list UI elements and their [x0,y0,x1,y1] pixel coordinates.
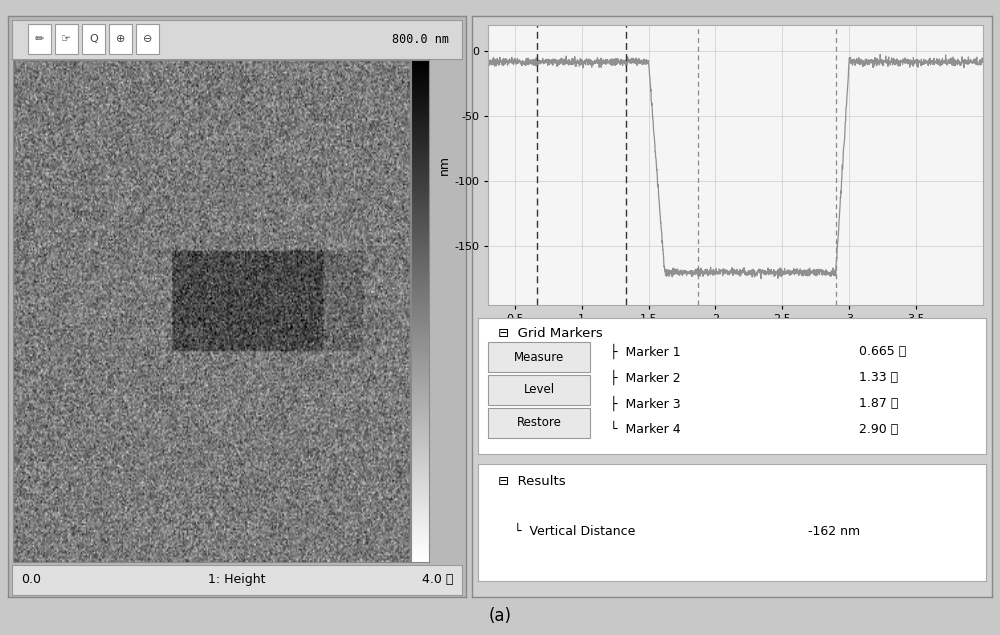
Text: 1.87 祜: 1.87 祜 [859,397,898,410]
Text: └  Vertical Distance: └ Vertical Distance [514,525,635,538]
Text: └  Marker 4: └ Marker 4 [610,423,681,436]
Text: (a): (a) [488,608,512,625]
Text: ☞: ☞ [61,34,71,44]
FancyBboxPatch shape [488,408,590,438]
FancyBboxPatch shape [488,342,590,372]
Text: 4.0 祜: 4.0 祜 [422,573,453,586]
FancyBboxPatch shape [55,24,78,55]
Text: ⊖: ⊖ [143,34,152,44]
Text: ├  Marker 1: ├ Marker 1 [610,344,681,359]
Text: ✏: ✏ [35,34,44,44]
Text: 800.0 nm: 800.0 nm [392,33,448,46]
Text: Measure: Measure [514,351,564,364]
Text: Q: Q [89,34,98,44]
Text: 0.0: 0.0 [21,573,41,586]
Text: Restore: Restore [517,416,561,429]
FancyBboxPatch shape [28,24,51,55]
Text: ⊕: ⊕ [116,34,125,44]
Text: ⊟  Grid Markers: ⊟ Grid Markers [498,327,603,340]
FancyBboxPatch shape [82,24,105,55]
FancyBboxPatch shape [109,24,132,55]
Text: -162 nm: -162 nm [808,525,860,538]
Text: 1: Height: 1: Height [208,573,266,586]
Text: Level: Level [523,384,555,396]
X-axis label: 祜: 祜 [732,325,739,338]
FancyBboxPatch shape [136,24,159,55]
Text: 2.90 祜: 2.90 祜 [859,423,898,436]
Text: ├  Marker 3: ├ Marker 3 [610,396,681,411]
Y-axis label: nm: nm [438,155,451,175]
Text: 0.665 祜: 0.665 祜 [859,345,906,358]
Text: 1.33 祜: 1.33 祜 [859,371,898,384]
Text: ⊟  Results: ⊟ Results [498,475,566,488]
Text: ├  Marker 2: ├ Marker 2 [610,370,681,385]
FancyBboxPatch shape [488,375,590,405]
